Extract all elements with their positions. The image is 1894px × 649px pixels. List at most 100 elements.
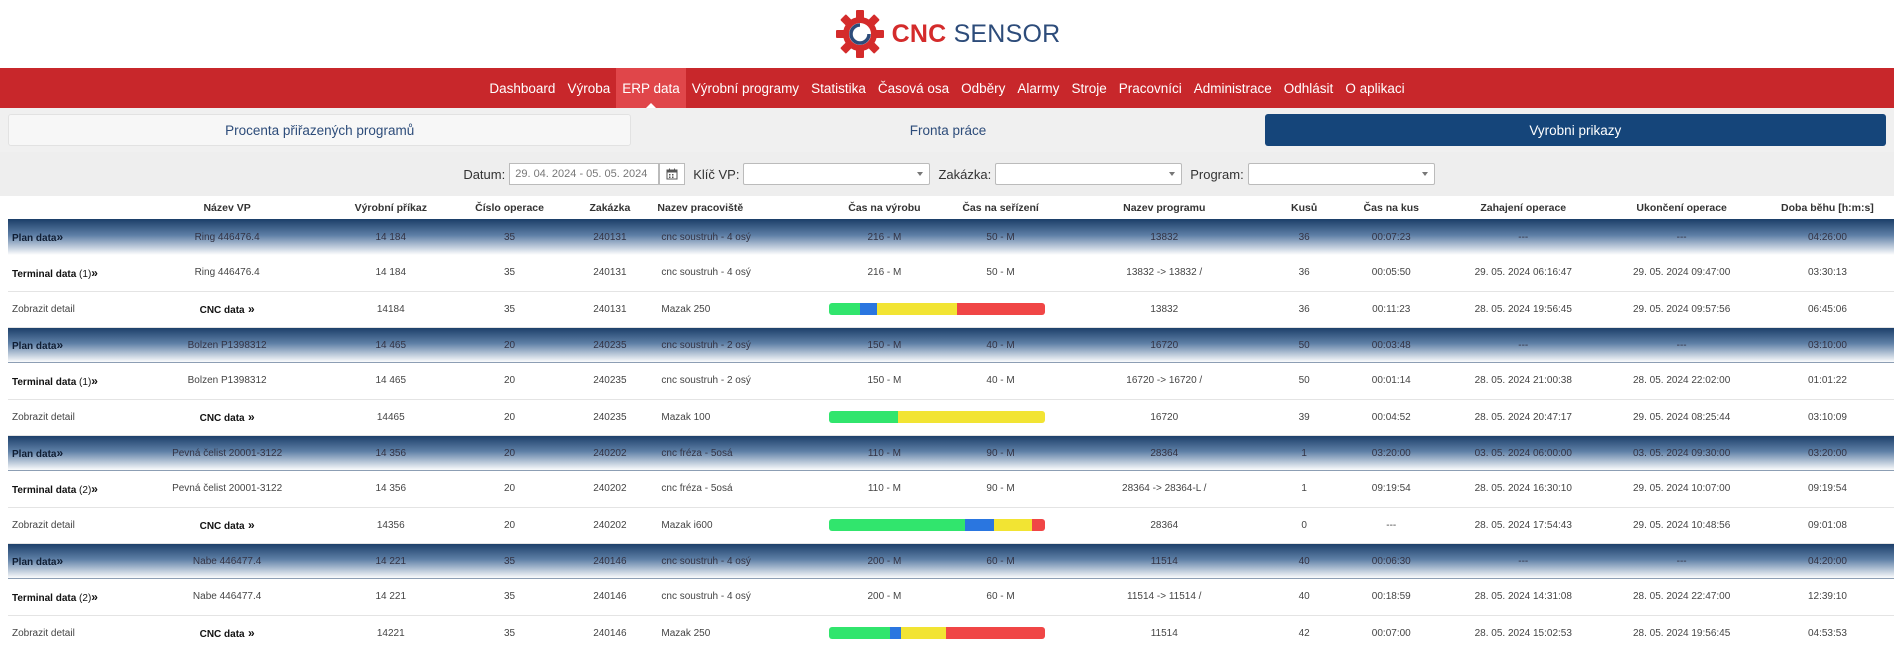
cas-na-vyrobu-cell: 200 - M: [826, 579, 943, 616]
nazev-vp-cell: Bolzen P1398312: [129, 327, 325, 363]
machine-state-bar[interactable]: [829, 519, 1046, 531]
nav-pracovnici[interactable]: Pracovníci: [1118, 80, 1182, 96]
calendar-icon[interactable]: [659, 163, 686, 185]
nazev-programu-cell: 28364 -> 28364-L /: [1058, 471, 1270, 508]
pracoviste-cell: cnc soustruh - 4 osý: [657, 219, 827, 255]
program-select[interactable]: [1247, 163, 1435, 185]
nav-casova-osa[interactable]: Časová osa: [877, 80, 950, 96]
terminal-data-toggle[interactable]: Terminal data (1)»: [8, 363, 130, 400]
state-segment-yellow: [898, 411, 1046, 423]
ukonceni-operace-cell: 28. 05. 2024 19:56:45: [1602, 615, 1761, 649]
terminal-data-toggle[interactable]: Terminal data (1)»: [8, 255, 130, 292]
table-row-plan: Plan data» Pevná čelist 20001-3122 14 356 2…: [8, 435, 1894, 471]
nav-dashboard[interactable]: Dashboard: [489, 80, 556, 96]
terminal-data-toggle[interactable]: Terminal data (2)»: [8, 579, 130, 616]
cas-na-kus-cell: 00:11:23: [1338, 291, 1445, 328]
zakazka-cell: 240146: [562, 543, 658, 579]
cislo-operace-cell: 35: [456, 219, 563, 255]
klic-vp-select[interactable]: [743, 163, 931, 185]
chevron-down-icon: [917, 172, 924, 176]
zobrazit-detail-link[interactable]: Zobrazit detail: [8, 291, 130, 328]
machine-state-bar[interactable]: [829, 411, 1046, 423]
nazev-vp-cell: Ring 446476.4: [129, 255, 325, 292]
zahajeni-operace-cell: 28. 05. 2024 14:31:08: [1444, 579, 1603, 616]
state-segment-green: [829, 627, 890, 639]
column-header: Ukončení operace: [1602, 196, 1761, 219]
state-segment-green: [829, 519, 966, 531]
nazev-programu-cell: 16720 -> 16720 /: [1058, 363, 1270, 400]
table-row-plan: Plan data» Ring 446476.4 14 184 35 240131 cnc…: [8, 219, 1894, 255]
row-label: Plan data: [12, 449, 57, 461]
cnc-data-link[interactable]: CNC data »: [129, 291, 325, 328]
terminal-data-toggle[interactable]: Terminal data (2)»: [8, 471, 130, 508]
kusu-cell: 1: [1269, 435, 1339, 471]
plan-data-toggle[interactable]: Plan data»: [8, 219, 130, 255]
cas-na-serizeni-cell: 40 - M: [942, 327, 1059, 363]
state-segment-blue: [859, 303, 877, 315]
row-label: Terminal data: [12, 484, 77, 496]
date-range-input[interactable]: 29. 04. 2024 - 05. 05. 2024: [509, 163, 660, 185]
nazev-vp-cell: Pevná čelist 20001-3122: [129, 435, 325, 471]
plan-data-toggle[interactable]: Plan data»: [8, 327, 130, 363]
zahajeni-operace-cell: 28. 05. 2024 20:47:17: [1444, 399, 1603, 436]
kusu-cell: 39: [1269, 399, 1339, 436]
nazev-programu-cell: 11514: [1058, 543, 1270, 579]
zobrazit-detail-link[interactable]: Zobrazit detail: [8, 399, 130, 436]
zahajeni-operace-cell: 29. 05. 2024 06:16:47: [1444, 255, 1603, 292]
machine-state-bar[interactable]: [829, 627, 1046, 639]
vyrobni-prikaz-cell: 14 465: [324, 363, 457, 400]
cnc-data-label: CNC data: [199, 305, 245, 316]
cas-na-kus-cell: 00:04:52: [1338, 399, 1445, 436]
table-header: Název VP Výrobní příkaz Číslo operace Zakáz…: [8, 196, 1894, 219]
zobrazit-detail-link[interactable]: Zobrazit detail: [8, 615, 130, 649]
zakazka-cell: 240202: [562, 435, 658, 471]
plan-data-toggle[interactable]: Plan data»: [8, 543, 130, 579]
kusu-cell: 50: [1269, 363, 1339, 400]
logo[interactable]: CNC SENSOR: [834, 8, 1061, 60]
nav-alarmy[interactable]: Alarmy: [1017, 80, 1060, 96]
zakazka-label: Zakázka:: [938, 166, 992, 182]
ukonceni-operace-cell: 28. 05. 2024 22:47:00: [1602, 579, 1761, 616]
cnc-data-link[interactable]: CNC data »: [129, 615, 325, 649]
nazev-vp-cell: Ring 446476.4: [129, 219, 325, 255]
ukonceni-operace-cell: 29. 05. 2024 10:07:00: [1602, 471, 1761, 508]
nav-vyrobni-programy[interactable]: Výrobní programy: [691, 80, 800, 96]
tab-procenta-programu[interactable]: Procenta přiřazených programů: [8, 114, 632, 146]
zakazka-cell: 240131: [562, 219, 658, 255]
zakazka-select[interactable]: [995, 163, 1183, 185]
ukonceni-operace-cell: 29. 05. 2024 09:57:56: [1602, 291, 1761, 328]
cnc-data-link[interactable]: CNC data »: [129, 507, 325, 544]
cnc-data-link[interactable]: CNC data »: [129, 399, 325, 436]
double-chevron-right-icon: »: [91, 589, 98, 604]
nav-erp-data[interactable]: ERP data: [616, 68, 686, 108]
plan-data-toggle[interactable]: Plan data»: [8, 435, 130, 471]
nav-o-aplikaci[interactable]: O aplikaci: [1345, 80, 1405, 96]
nav-stroje[interactable]: Stroje: [1071, 80, 1107, 96]
state-segment-red: [956, 303, 1046, 315]
nav-administrace[interactable]: Administrace: [1193, 80, 1272, 96]
state-segment-green: [829, 411, 899, 423]
filter-bar: Datum: 29. 04. 2024 - 05. 05. 2024 Klíč …: [0, 152, 1894, 196]
state-segment-yellow: [876, 303, 957, 315]
nazev-vp-cell: Pevná čelist 20001-3122: [129, 471, 325, 508]
nav-statistika[interactable]: Statistika: [811, 80, 866, 96]
vyrobni-prikaz-cell: 14 356: [324, 471, 457, 508]
machine-state-bar[interactable]: [829, 303, 1046, 315]
tab-fronta-prace[interactable]: Fronta práce: [909, 122, 987, 138]
nazev-programu-cell: 16720: [1058, 399, 1270, 436]
cas-na-serizeni-cell: 60 - M: [942, 543, 1059, 579]
nazev-programu-cell: 11514 -> 11514 /: [1058, 579, 1270, 616]
zobrazit-detail-link[interactable]: Zobrazit detail: [8, 507, 130, 544]
nav-odhlasit[interactable]: Odhlásit: [1283, 80, 1334, 96]
chevron-down-icon: [1421, 172, 1428, 176]
state-segment-red: [945, 627, 1046, 639]
cas-na-serizeni-cell: 50 - M: [942, 255, 1059, 292]
nav-odbery[interactable]: Odběry: [961, 80, 1006, 96]
state-segment-blue: [889, 627, 901, 639]
column-header: [8, 196, 130, 219]
zahajeni-operace-cell: 28. 05. 2024 15:02:53: [1444, 615, 1603, 649]
nav-vyroba[interactable]: Výroba: [567, 80, 611, 96]
tab-vyrobni-prikazy[interactable]: Vyrobni prikazy: [1264, 114, 1886, 146]
cas-na-kus-cell: 03:20:00: [1338, 435, 1445, 471]
state-segment-yellow: [993, 519, 1033, 531]
